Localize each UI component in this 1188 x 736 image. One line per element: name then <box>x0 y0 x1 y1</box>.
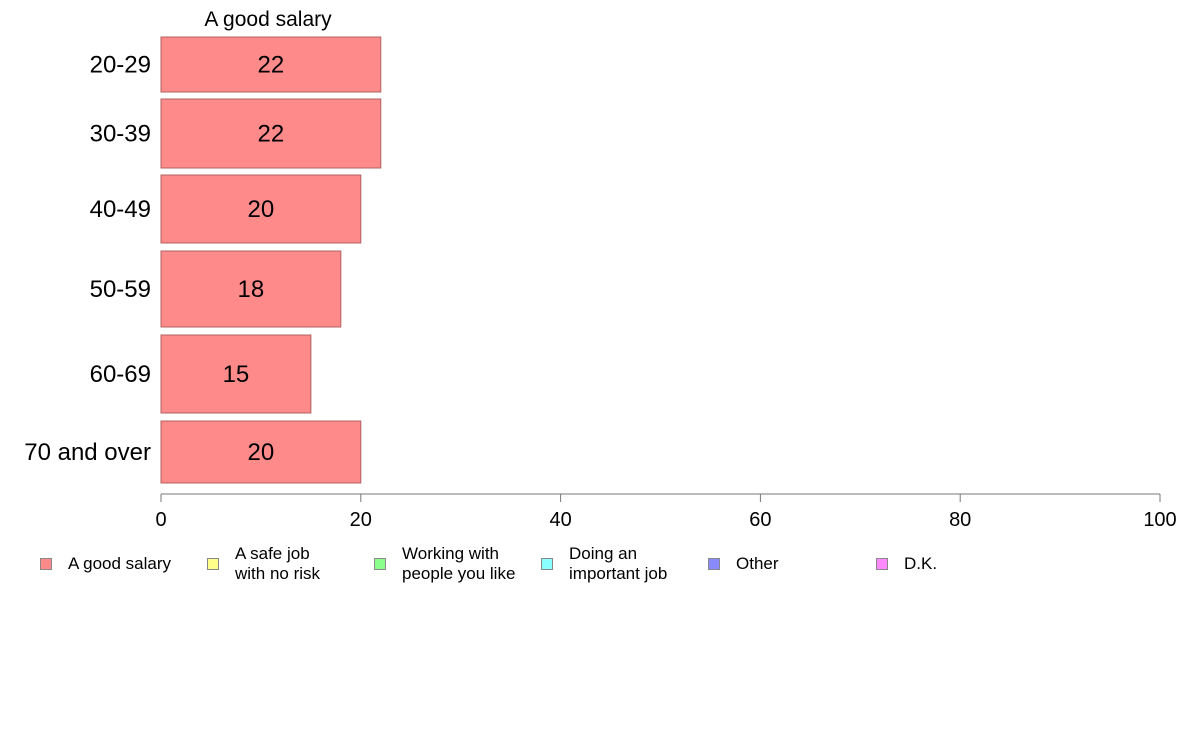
legend-label: A good salary <box>68 554 172 573</box>
x-tick-label: 20 <box>350 509 372 531</box>
data-label: 20 <box>248 439 275 466</box>
bar-chart: A good salary 20-29 22 30-39 22 40-49 20 50-59… <box>24 8 1177 531</box>
legend-swatch <box>708 558 720 570</box>
legend: A good salary A safe job with no risk Wo… <box>0 542 1188 592</box>
data-label: 15 <box>223 361 250 388</box>
x-tick-label: 0 <box>155 509 166 531</box>
data-label: 20 <box>248 196 275 223</box>
legend-item-other: Other <box>708 542 779 586</box>
x-tick-label: 80 <box>949 509 971 531</box>
data-label: 22 <box>258 121 285 148</box>
x-tick-label: 60 <box>749 509 771 531</box>
category-label: 60-69 <box>90 361 151 388</box>
legend-swatch <box>207 558 219 570</box>
x-axis: 0 20 40 60 80 100 <box>155 493 1177 531</box>
legend-item-working-with-people: Working with people you like <box>374 542 515 586</box>
legend-swatch <box>374 558 386 570</box>
legend-swatch <box>876 558 888 570</box>
bar <box>160 334 312 414</box>
legend-swatch <box>40 558 52 570</box>
legend-item-dk: D.K. <box>876 542 937 586</box>
category-label: 40-49 <box>90 196 151 223</box>
bar <box>160 36 382 93</box>
legend-item-important-job: Doing an important job <box>541 542 667 586</box>
legend-swatch <box>541 558 553 570</box>
bar <box>160 250 342 328</box>
chart-title: A good salary <box>204 8 332 31</box>
data-label: 22 <box>258 52 285 79</box>
legend-label: Other <box>736 554 779 573</box>
bar <box>160 174 362 244</box>
bar <box>160 420 362 484</box>
bar <box>160 98 382 169</box>
category-label: 30-39 <box>90 121 151 148</box>
bars-group: 20-29 22 30-39 22 40-49 20 50-59 18 60-69 15 70 an… <box>24 36 382 484</box>
legend-label: D.K. <box>904 554 938 573</box>
data-label: 18 <box>238 276 265 303</box>
x-tick-label: 40 <box>549 509 571 531</box>
category-label: 70 and over <box>24 439 151 466</box>
legend-label: Working with people you like <box>402 544 516 583</box>
legend-label: Doing an important job <box>569 544 668 583</box>
legend-item-good-salary: A good salary <box>40 542 171 586</box>
category-label: 50-59 <box>90 276 151 303</box>
legend-label: A safe job with no risk <box>235 544 321 583</box>
category-label: 20-29 <box>90 52 151 79</box>
x-tick-label: 100 <box>1143 509 1176 531</box>
legend-item-safe-job: A safe job with no risk <box>207 542 320 586</box>
